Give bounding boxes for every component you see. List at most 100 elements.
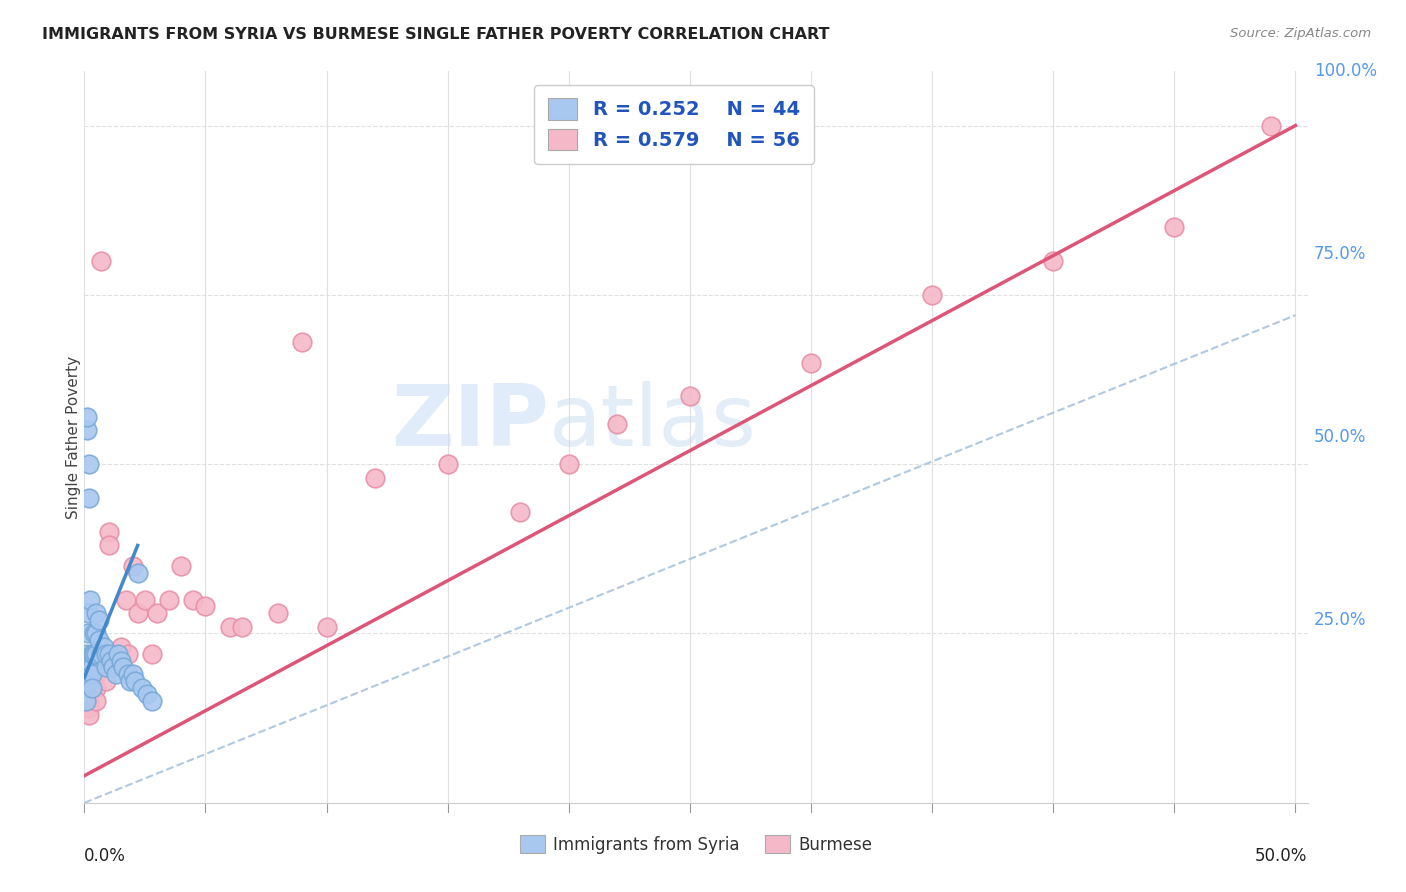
Point bbox=[121, 667, 143, 681]
Text: ZIP: ZIP bbox=[391, 381, 550, 464]
Point bbox=[83, 626, 105, 640]
Point bbox=[97, 538, 120, 552]
Text: atlas: atlas bbox=[550, 381, 758, 464]
Point bbox=[127, 606, 149, 620]
Point bbox=[77, 688, 100, 702]
Point bbox=[76, 660, 98, 674]
Point bbox=[104, 667, 127, 681]
Point bbox=[112, 660, 135, 674]
Point bbox=[110, 640, 132, 654]
Text: 75.0%: 75.0% bbox=[1313, 245, 1367, 263]
Point bbox=[136, 688, 159, 702]
Point bbox=[127, 566, 149, 580]
Point bbox=[83, 673, 105, 688]
Point bbox=[97, 524, 120, 539]
Point bbox=[77, 701, 100, 715]
Point bbox=[606, 417, 628, 431]
Point bbox=[117, 667, 139, 681]
Point bbox=[921, 288, 943, 302]
Point bbox=[77, 681, 100, 695]
Point bbox=[121, 558, 143, 573]
Point bbox=[83, 647, 105, 661]
Point bbox=[75, 694, 97, 708]
Y-axis label: Single Father Poverty: Single Father Poverty bbox=[66, 356, 80, 518]
Point bbox=[87, 613, 110, 627]
Point bbox=[80, 681, 103, 695]
Point bbox=[80, 660, 103, 674]
Point bbox=[117, 647, 139, 661]
Point bbox=[110, 654, 132, 668]
Point bbox=[104, 654, 127, 668]
Text: Source: ZipAtlas.com: Source: ZipAtlas.com bbox=[1230, 27, 1371, 40]
Point bbox=[75, 694, 97, 708]
Point bbox=[103, 660, 125, 674]
Point bbox=[93, 640, 115, 654]
Point bbox=[80, 681, 103, 695]
Point bbox=[291, 335, 314, 350]
Point bbox=[124, 673, 146, 688]
Point bbox=[93, 647, 115, 661]
Point bbox=[218, 620, 240, 634]
Point bbox=[1163, 220, 1185, 235]
Point bbox=[315, 620, 337, 634]
Point bbox=[77, 457, 100, 471]
Point bbox=[146, 606, 169, 620]
Point bbox=[82, 647, 104, 661]
Point bbox=[87, 647, 110, 661]
Point bbox=[77, 694, 100, 708]
Point bbox=[96, 673, 118, 688]
Point bbox=[90, 254, 112, 268]
Text: 50.0%: 50.0% bbox=[1256, 847, 1308, 864]
Point bbox=[141, 694, 163, 708]
Point bbox=[80, 647, 103, 661]
Point bbox=[76, 688, 98, 702]
Point bbox=[86, 667, 108, 681]
Point bbox=[267, 606, 290, 620]
Point bbox=[509, 505, 531, 519]
Point bbox=[76, 647, 98, 661]
Point bbox=[80, 667, 103, 681]
Legend: Immigrants from Syria, Burmese: Immigrants from Syria, Burmese bbox=[513, 829, 879, 860]
Point bbox=[86, 694, 108, 708]
Text: 50.0%: 50.0% bbox=[1313, 428, 1367, 446]
Point bbox=[86, 626, 108, 640]
Point bbox=[76, 673, 98, 688]
Point bbox=[194, 599, 217, 614]
Point bbox=[86, 606, 108, 620]
Point bbox=[134, 592, 156, 607]
Point bbox=[80, 667, 103, 681]
Point bbox=[86, 647, 108, 661]
Point bbox=[1260, 119, 1282, 133]
Point bbox=[96, 647, 118, 661]
Point bbox=[1042, 254, 1064, 268]
Point bbox=[364, 471, 387, 485]
Point bbox=[86, 681, 108, 695]
Point bbox=[231, 620, 253, 634]
Point bbox=[96, 660, 118, 674]
Text: 25.0%: 25.0% bbox=[1313, 611, 1367, 629]
Point bbox=[183, 592, 205, 607]
Point bbox=[800, 355, 823, 369]
Text: IMMIGRANTS FROM SYRIA VS BURMESE SINGLE FATHER POVERTY CORRELATION CHART: IMMIGRANTS FROM SYRIA VS BURMESE SINGLE … bbox=[42, 27, 830, 42]
Point bbox=[131, 681, 153, 695]
Point bbox=[100, 654, 122, 668]
Point bbox=[76, 423, 98, 437]
Point bbox=[87, 633, 110, 648]
Point bbox=[75, 681, 97, 695]
Point bbox=[103, 660, 125, 674]
Point bbox=[77, 707, 100, 722]
Point bbox=[79, 592, 101, 607]
Point bbox=[97, 647, 120, 661]
Point bbox=[77, 626, 100, 640]
Point bbox=[90, 647, 112, 661]
Point bbox=[114, 592, 136, 607]
Point bbox=[107, 647, 129, 661]
Point bbox=[77, 673, 100, 688]
Point bbox=[83, 660, 105, 674]
Point bbox=[170, 558, 193, 573]
Point bbox=[77, 491, 100, 505]
Point bbox=[558, 457, 581, 471]
Point bbox=[679, 389, 702, 403]
Point bbox=[75, 681, 97, 695]
Point bbox=[80, 660, 103, 674]
